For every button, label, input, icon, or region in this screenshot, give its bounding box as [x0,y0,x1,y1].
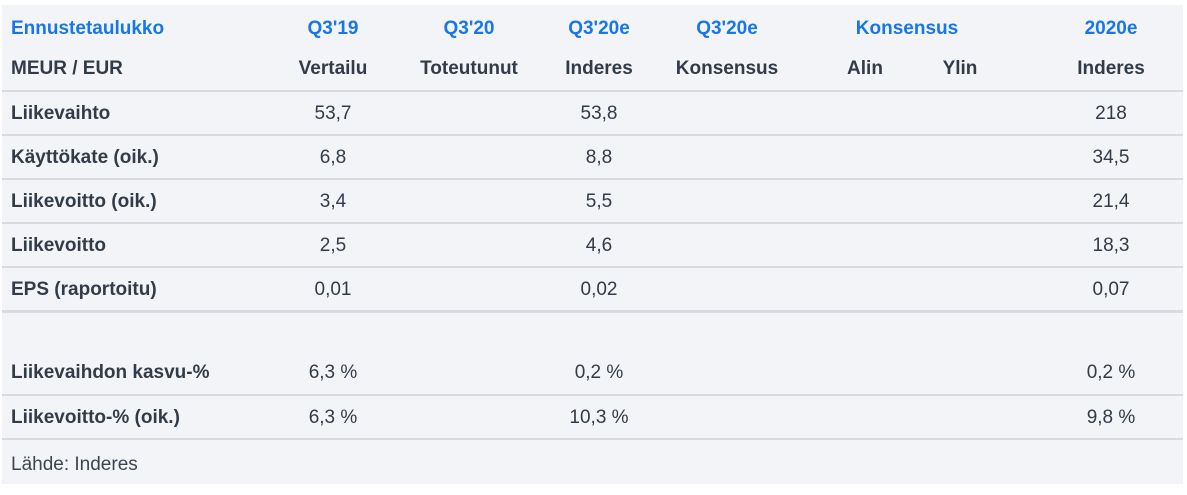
subheader-alin: Alin [847,58,883,79]
cell-q320e-inderes: 0,2 % [574,362,624,383]
subheader-inderes: Inderes [565,58,633,79]
header-2020e: 2020e [1084,18,1138,39]
table-row: Käyttökate (oik.) 6,8 8,8 34,5 [2,136,1183,180]
cell-q320e-inderes: 0,02 [580,279,618,300]
row-label: Liikevoitto-% (oik.) [11,407,180,428]
cell-q319: 3,4 [319,191,347,212]
subheader-konsensus: Konsensus [675,58,779,79]
row-label: EPS (raportoitu) [11,279,157,300]
row-label: Liikevaihdon kasvu-% [11,362,210,383]
divider [2,178,1183,180]
table-row-pct: Liikevoitto-% (oik.) 6,3 % 10,3 % 9,8 % [2,396,1183,440]
cell-2020e: 9,8 % [1086,407,1136,428]
unit-label: MEUR / EUR [11,58,123,79]
cell-q319: 6,3 % [308,362,358,383]
cell-q320e-inderes: 53,8 [580,103,618,124]
cell-2020e: 0,07 [1092,279,1130,300]
cell-q320e-inderes: 5,5 [585,191,613,212]
table-row: Liikevaihto 53,7 53,8 218 [2,92,1183,136]
header-q320e-consensus: Q3'20e [696,18,758,39]
cell-q319: 53,7 [314,103,352,124]
table-row: Liikevoitto 2,5 4,6 18,3 [2,224,1183,268]
subheader-ylin: Ylin [942,58,978,79]
forecast-table: Ennustetaulukko Q3'19 Q3'20 Q3'20e Q3'20… [2,5,1183,484]
cell-2020e: 218 [1095,103,1127,124]
header-q320e-inderes: Q3'20e [568,18,630,39]
row-label: Liikevoitto [11,235,107,256]
divider [2,266,1183,268]
header-consensus-range: Konsensus [855,18,959,39]
row-label: Liikevoitto (oik.) [11,191,157,212]
cell-q320e-inderes: 10,3 % [569,407,629,428]
header-row-periods: Ennustetaulukko Q3'19 Q3'20 Q3'20e Q3'20… [2,7,1183,51]
source-note: Lähde: Inderes [11,454,138,475]
table-row: EPS (raportoitu) 0,01 0,02 0,07 [2,268,1183,312]
header-q319: Q3'19 [307,18,359,39]
header-row-sources: MEUR / EUR Vertailu Toteutunut Inderes K… [2,47,1183,91]
cell-q319: 0,01 [314,279,352,300]
cell-2020e: 34,5 [1092,147,1130,168]
header-q320: Q3'20 [443,18,495,39]
subheader-toteutunut: Toteutunut [420,58,518,79]
divider [2,394,1183,396]
table-title: Ennustetaulukko [11,18,165,39]
cell-q319: 6,8 [319,147,347,168]
divider [2,90,1183,92]
row-label: Liikevaihto [11,103,111,124]
table-row-pct: Liikevaihdon kasvu-% 6,3 % 0,2 % 0,2 % [2,351,1183,395]
subheader-vertailu: Vertailu [298,58,368,79]
section-divider [2,310,1183,313]
row-label: Käyttökate (oik.) [11,147,159,168]
cell-q319: 6,3 % [308,407,358,428]
cell-q319: 2,5 [319,235,347,256]
table-row: Liikevoitto (oik.) 3,4 5,5 21,4 [2,180,1183,224]
cell-2020e: 18,3 [1092,235,1130,256]
cell-q320e-inderes: 4,6 [585,235,613,256]
divider [2,222,1183,224]
divider [2,134,1183,136]
cell-2020e: 21,4 [1092,191,1130,212]
cell-2020e: 0,2 % [1086,362,1136,383]
cell-q320e-inderes: 8,8 [585,147,613,168]
divider [2,438,1183,440]
subheader-2020e-inderes: Inderes [1077,58,1145,79]
